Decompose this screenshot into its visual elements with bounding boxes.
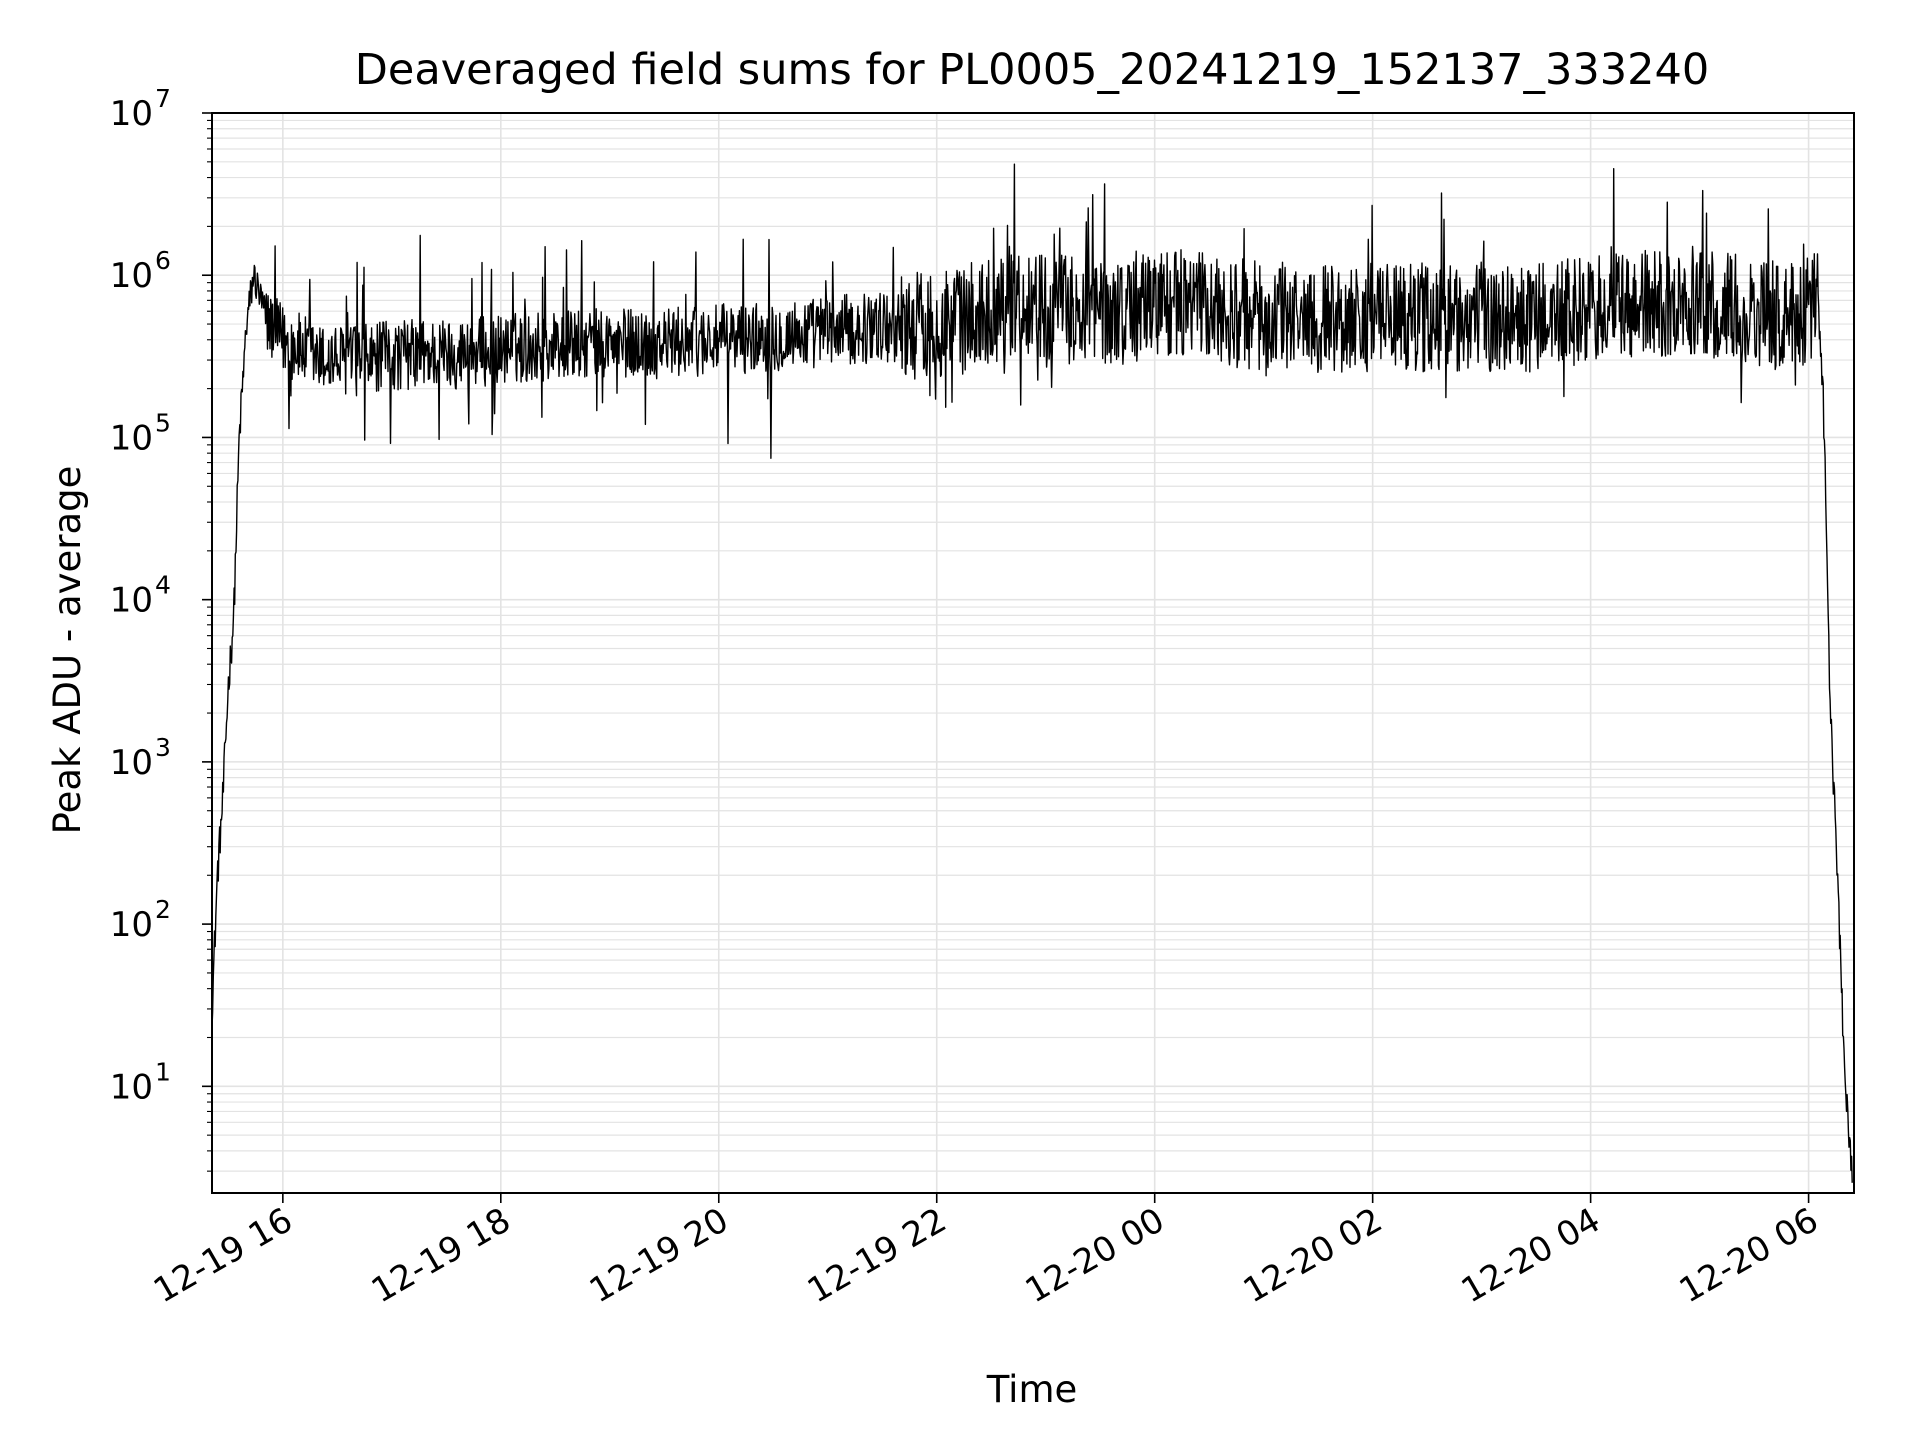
y-tick-label-exponent: 7 bbox=[155, 84, 171, 113]
y-tick-label-exponent: 1 bbox=[155, 1057, 171, 1086]
y-axis-label: Peak ADU - average bbox=[46, 466, 89, 835]
y-tick-label-base: 10 bbox=[110, 418, 153, 458]
series-layer bbox=[211, 163, 1853, 1183]
y-tick-label-base: 10 bbox=[110, 94, 153, 134]
y-tick-label: 10 3 bbox=[110, 733, 171, 783]
x-tick-label: 12-20 06 bbox=[1673, 1200, 1825, 1311]
x-tick-label: 12-20 00 bbox=[1019, 1200, 1171, 1311]
y-tick-label: 10 4 bbox=[110, 571, 171, 621]
chart-title: Deaveraged field sums for PL0005_2024121… bbox=[355, 45, 1709, 95]
plot-area-frame bbox=[211, 112, 1855, 1194]
y-tick-label-base: 10 bbox=[110, 905, 153, 945]
y-tick-label-exponent: 5 bbox=[155, 408, 171, 437]
y-tick-label-exponent: 6 bbox=[155, 246, 171, 275]
x-tick-label: 12-20 02 bbox=[1237, 1200, 1389, 1311]
y-tick-label-base: 10 bbox=[110, 1067, 153, 1107]
y-tick-label-base: 10 bbox=[110, 581, 153, 621]
grid-lines bbox=[212, 112, 1854, 1193]
y-tick-label: 10 2 bbox=[110, 895, 171, 945]
x-axis-label: Time bbox=[986, 1368, 1078, 1411]
x-tick-label: 12-19 20 bbox=[583, 1200, 735, 1311]
y-tick-label-base: 10 bbox=[110, 743, 153, 783]
y-tick-label-exponent: 2 bbox=[155, 895, 171, 924]
x-tick-label: 12-19 22 bbox=[801, 1200, 953, 1311]
x-tick-label: 12-19 16 bbox=[147, 1200, 299, 1311]
y-tick-label-base: 10 bbox=[110, 256, 153, 296]
y-tick-label-exponent: 4 bbox=[155, 571, 171, 600]
y-tick-label: 10 5 bbox=[110, 408, 171, 458]
y-tick-label: 10 1 bbox=[110, 1057, 171, 1107]
series-line-peak-adu bbox=[211, 163, 1853, 1183]
y-tick-label-exponent: 3 bbox=[155, 733, 171, 762]
y-tick-label: 10 7 bbox=[110, 84, 171, 134]
x-tick-label: 12-19 18 bbox=[365, 1200, 517, 1311]
x-tick-label: 12-20 04 bbox=[1455, 1200, 1607, 1311]
y-tick-label: 10 6 bbox=[110, 246, 171, 296]
